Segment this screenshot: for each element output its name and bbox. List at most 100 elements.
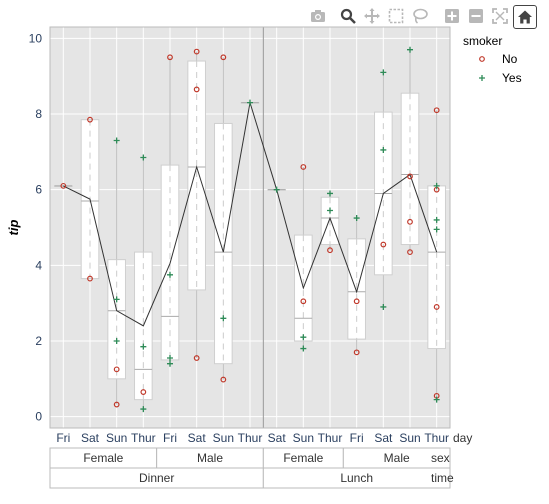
point-yes[interactable] xyxy=(353,215,360,222)
point-no[interactable] xyxy=(113,401,120,408)
point-no[interactable] xyxy=(220,376,227,383)
x-tick-label: Sat xyxy=(188,431,207,445)
point-no[interactable] xyxy=(167,54,173,61)
point-yes[interactable] xyxy=(407,46,413,53)
point-no[interactable] xyxy=(353,349,360,356)
x-tick-label: Sun xyxy=(399,431,420,445)
point-yes[interactable] xyxy=(433,396,440,403)
point-yes[interactable] xyxy=(113,337,120,344)
point-yes[interactable] xyxy=(300,345,307,352)
point-no[interactable] xyxy=(113,366,120,373)
x-tick-label: Sun xyxy=(213,431,234,445)
box-select-button[interactable] xyxy=(386,6,406,26)
legend-item-yes[interactable]: Yes xyxy=(479,71,522,85)
point-no[interactable] xyxy=(87,275,93,282)
zoom-icon xyxy=(340,8,356,24)
y-tick-label: 0 xyxy=(35,410,42,424)
point-no[interactable] xyxy=(407,173,413,180)
point-no[interactable] xyxy=(380,241,387,248)
pan-icon xyxy=(364,8,380,24)
point-no[interactable] xyxy=(87,116,93,123)
point-no[interactable] xyxy=(193,86,200,93)
point-no[interactable] xyxy=(407,249,413,255)
legend-item-no[interactable]: No xyxy=(479,52,518,66)
point-no[interactable] xyxy=(193,48,200,55)
point-no[interactable] xyxy=(140,389,147,395)
point-no[interactable] xyxy=(300,298,307,305)
box-10[interactable] xyxy=(320,193,340,251)
point-yes[interactable] xyxy=(327,207,333,214)
y-tick-label: 2 xyxy=(35,334,42,348)
zoom-button[interactable] xyxy=(338,6,358,26)
point-yes[interactable] xyxy=(380,146,387,153)
point-yes[interactable] xyxy=(433,182,440,189)
point-yes[interactable] xyxy=(300,334,307,341)
point-yes[interactable] xyxy=(140,343,147,350)
autoscale-button[interactable] xyxy=(490,6,510,26)
point-no[interactable] xyxy=(220,54,227,61)
x-tick-label: Thur xyxy=(318,431,343,445)
point-yes[interactable] xyxy=(433,226,440,233)
x-tick-label: Sun xyxy=(106,431,127,445)
point-yes[interactable] xyxy=(380,69,387,76)
plot-border xyxy=(49,26,451,429)
box-13[interactable] xyxy=(400,49,420,253)
point-no[interactable] xyxy=(433,107,440,114)
home-button[interactable] xyxy=(513,5,537,29)
legend-title: smoker xyxy=(463,34,502,48)
x-tick-label: Sat xyxy=(374,431,393,445)
point-no[interactable] xyxy=(353,298,360,305)
box-6[interactable] xyxy=(214,57,233,380)
zoom-out-button[interactable] xyxy=(466,6,486,26)
point-no[interactable] xyxy=(193,355,200,361)
time-facet-cell xyxy=(262,467,451,489)
pan-button[interactable] xyxy=(362,6,382,26)
point-no[interactable] xyxy=(407,218,413,225)
y-tick-label: 10 xyxy=(29,31,43,45)
point-no[interactable] xyxy=(327,247,333,254)
time-facet-label: Dinner xyxy=(139,471,174,485)
x-tick-label: Fri xyxy=(163,431,177,445)
box-11[interactable] xyxy=(347,218,366,353)
point-yes[interactable] xyxy=(167,355,173,362)
autoscale-icon xyxy=(492,8,508,24)
zoom-out-icon xyxy=(468,8,484,24)
x-tick-label: Thur xyxy=(424,431,449,445)
legend-label: Yes xyxy=(502,71,522,85)
point-yes[interactable] xyxy=(113,296,120,303)
x-tick-label: Fri xyxy=(350,431,364,445)
x-tick-label: Sat xyxy=(268,431,287,445)
sex-facet-label: Male xyxy=(197,451,223,465)
sex-facet-label: Female xyxy=(283,451,323,465)
legend-marker-cross xyxy=(479,75,485,81)
camera-icon xyxy=(310,8,326,24)
box-5[interactable] xyxy=(187,51,206,359)
y-tick-label: 4 xyxy=(35,258,42,272)
x-tick-label: Thur xyxy=(238,431,263,445)
modebar xyxy=(300,4,549,29)
point-yes[interactable] xyxy=(167,271,173,278)
lasso-button[interactable] xyxy=(410,6,430,26)
point-yes[interactable] xyxy=(140,406,147,413)
y-tick-label: 8 xyxy=(35,107,42,121)
point-yes[interactable] xyxy=(247,99,253,106)
point-yes[interactable] xyxy=(220,315,227,322)
point-yes[interactable] xyxy=(140,154,147,161)
y-tick-label: 6 xyxy=(35,183,42,197)
point-yes[interactable] xyxy=(167,360,173,367)
point-yes[interactable] xyxy=(380,303,387,310)
zoom-in-button[interactable] xyxy=(442,6,462,26)
point-yes[interactable] xyxy=(433,216,440,223)
home-icon xyxy=(517,9,533,25)
camera-button[interactable] xyxy=(308,6,328,26)
point-no[interactable] xyxy=(433,304,440,310)
time-facet-label: Lunch xyxy=(340,471,373,485)
point-no[interactable] xyxy=(60,182,67,189)
x-tick-label: Sun xyxy=(293,431,314,445)
point-yes[interactable] xyxy=(327,190,333,197)
legend-marker-circle xyxy=(479,56,485,62)
point-yes[interactable] xyxy=(113,137,120,144)
point-no[interactable] xyxy=(300,164,307,170)
box-2[interactable] xyxy=(107,140,126,405)
point-yes[interactable] xyxy=(273,186,280,193)
